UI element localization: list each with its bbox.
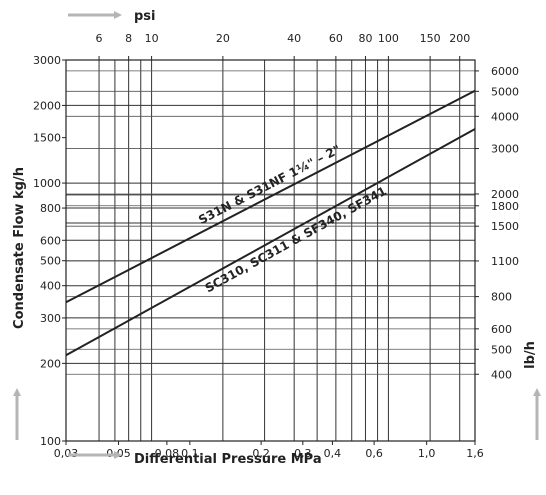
y-tick-label: 400 <box>40 280 61 293</box>
x2-tick-label: 80 <box>358 32 372 45</box>
y2-tick-label: 500 <box>491 343 512 356</box>
y-tick-label: 600 <box>40 234 61 247</box>
x-tick-label: 0,3 <box>294 447 312 460</box>
x2-tick-label: 40 <box>287 32 301 45</box>
x2-tick-label: 100 <box>378 32 399 45</box>
y-tick-label: 1500 <box>33 132 61 145</box>
x-tick-label: 0,1 <box>181 447 199 460</box>
y2-tick-label: 400 <box>491 368 512 381</box>
x2-tick-label: 10 <box>145 32 159 45</box>
x2-tick-label: 200 <box>449 32 470 45</box>
y-axis-ticks: 100 200 300 400 500 600 800 1000 1500 2000 3000 <box>33 54 66 448</box>
y2-axis-title: lb/h <box>523 341 538 369</box>
y2-tick-label: 1100 <box>491 255 519 268</box>
y-tick-label: 100 <box>40 435 61 448</box>
y-tick-label: 300 <box>40 312 61 325</box>
x-axis-title: Differential Pressure MPa <box>134 452 322 467</box>
x2-tick-label: 60 <box>329 32 343 45</box>
y-tick-label: 1000 <box>33 177 61 190</box>
series-line-2 <box>65 128 476 357</box>
x-tick-label: 0,2 <box>252 447 270 460</box>
y2-tick-label: 3000 <box>491 143 519 156</box>
x-tick-label: 0,4 <box>324 447 342 460</box>
y2-tick-label: 6000 <box>491 65 519 78</box>
plot-frame <box>65 59 476 442</box>
y-tick-label: 800 <box>40 202 61 215</box>
y2-tick-label: 800 <box>491 291 512 304</box>
x2-axis-ticks: 6 8 10 20 40 60 80 100 150 200 <box>96 32 470 60</box>
x2-axis-title: psi <box>134 9 156 24</box>
grid <box>66 60 475 441</box>
y2-tick-label: 2000 <box>491 188 519 201</box>
y2-tick-label: 5000 <box>491 85 519 98</box>
y2-tick-label: 1500 <box>491 220 519 233</box>
y-tick-label: 2000 <box>33 99 61 112</box>
x-tick-label: 0,03 <box>54 447 79 460</box>
y-axis-title: Condensate Flow kg/h <box>12 167 27 329</box>
y2-tick-label: 4000 <box>491 110 519 123</box>
x-tick-label: 1,6 <box>466 447 484 460</box>
x2-tick-label: 8 <box>125 32 132 45</box>
y-tick-label: 3000 <box>33 54 61 67</box>
y-tick-label: 200 <box>40 357 61 370</box>
y-tick-label: 500 <box>40 255 61 268</box>
x2-tick-label: 150 <box>420 32 441 45</box>
x-tick-label: 0,6 <box>365 447 383 460</box>
x-tick-label: 1,0 <box>418 447 436 460</box>
series-line-1 <box>65 89 476 304</box>
x2-tick-label: 6 <box>96 32 103 45</box>
x-axis-ticks: 0,03 0,05 0,08 0,1 0,2 0,3 0,4 0,6 1,0 1,6 <box>54 441 484 460</box>
y2-tick-label: 1800 <box>491 200 519 213</box>
x-tick-label: 0,08 <box>155 447 180 460</box>
x2-tick-label: 20 <box>216 32 230 45</box>
y2-tick-label: 600 <box>491 323 512 336</box>
